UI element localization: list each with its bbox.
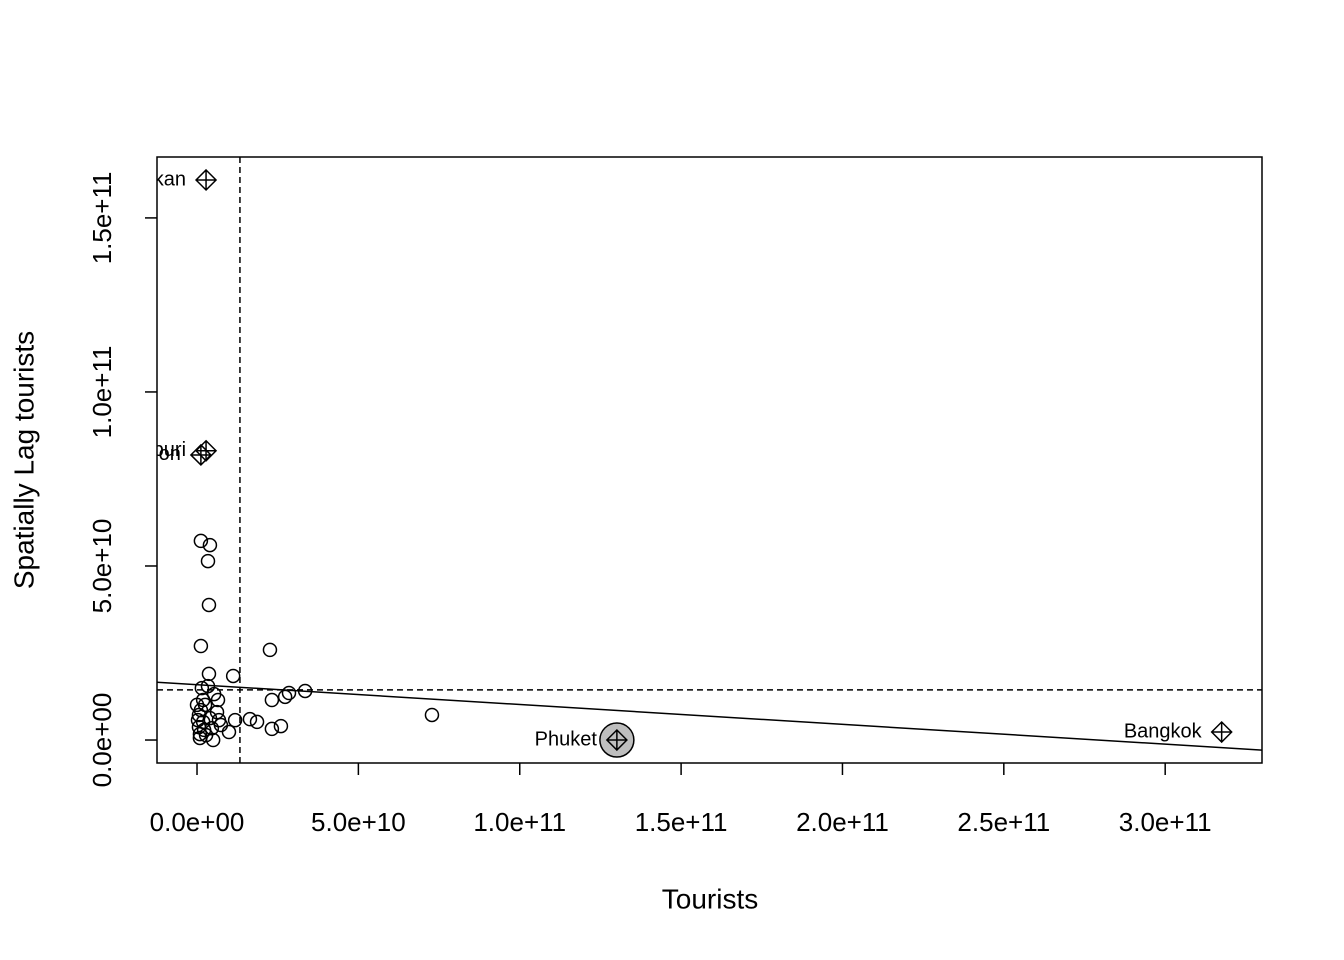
diamond-marker — [605, 728, 628, 752]
diamond-marker — [189, 443, 212, 467]
point-label: Phuket — [535, 728, 598, 750]
point-label: on — [159, 443, 181, 465]
diamond-marker — [194, 168, 218, 192]
y-tick-label: 5.0e+10 — [87, 519, 117, 614]
y-axis-title: Spatially Lag tourists — [8, 331, 39, 589]
point — [202, 537, 218, 553]
influential-point — [1210, 720, 1233, 744]
x-tick-label: 5.0e+10 — [311, 807, 406, 837]
point — [201, 666, 217, 682]
x-tick-label: 3.0e+11 — [1119, 807, 1212, 837]
point — [209, 704, 225, 720]
influential-point — [189, 443, 212, 467]
point-label: kan — [154, 168, 186, 190]
y-tick-label: 0.0e+00 — [87, 693, 117, 788]
influential-point — [605, 728, 628, 752]
point — [190, 712, 206, 728]
point — [211, 712, 227, 728]
point — [264, 721, 280, 737]
point — [273, 718, 289, 734]
point-label: Bangkok — [1124, 720, 1203, 742]
point — [281, 685, 297, 701]
diamond-marker — [1210, 720, 1233, 744]
regression-line — [157, 681, 1262, 751]
influential-point — [194, 168, 218, 192]
y-tick-label: 1.5e+11 — [87, 172, 117, 265]
point — [242, 711, 258, 727]
point — [200, 553, 216, 569]
point — [424, 707, 440, 723]
point — [277, 689, 293, 705]
point — [204, 720, 220, 736]
x-axis-title: Tourists — [662, 883, 758, 914]
point — [193, 638, 209, 654]
point — [201, 597, 217, 613]
point — [193, 533, 209, 549]
point — [191, 707, 207, 723]
point — [221, 724, 237, 740]
x-tick-label: 0.0e+00 — [150, 807, 245, 837]
point — [262, 642, 278, 658]
x-tick-label: 1.0e+11 — [473, 807, 566, 837]
x-tick-label: 2.0e+11 — [796, 807, 889, 837]
x-tick-label: 1.5e+11 — [635, 807, 728, 837]
y-tick-label: 1.0e+11 — [87, 346, 117, 439]
point — [297, 683, 313, 699]
plot-frame — [156, 156, 1263, 764]
point — [249, 714, 265, 730]
point — [194, 680, 210, 696]
point — [227, 712, 243, 728]
point — [192, 730, 208, 746]
point — [195, 692, 211, 708]
x-tick-label: 2.5e+11 — [957, 807, 1050, 837]
point-label: buri — [153, 439, 186, 461]
point — [264, 692, 280, 708]
point — [225, 668, 241, 684]
